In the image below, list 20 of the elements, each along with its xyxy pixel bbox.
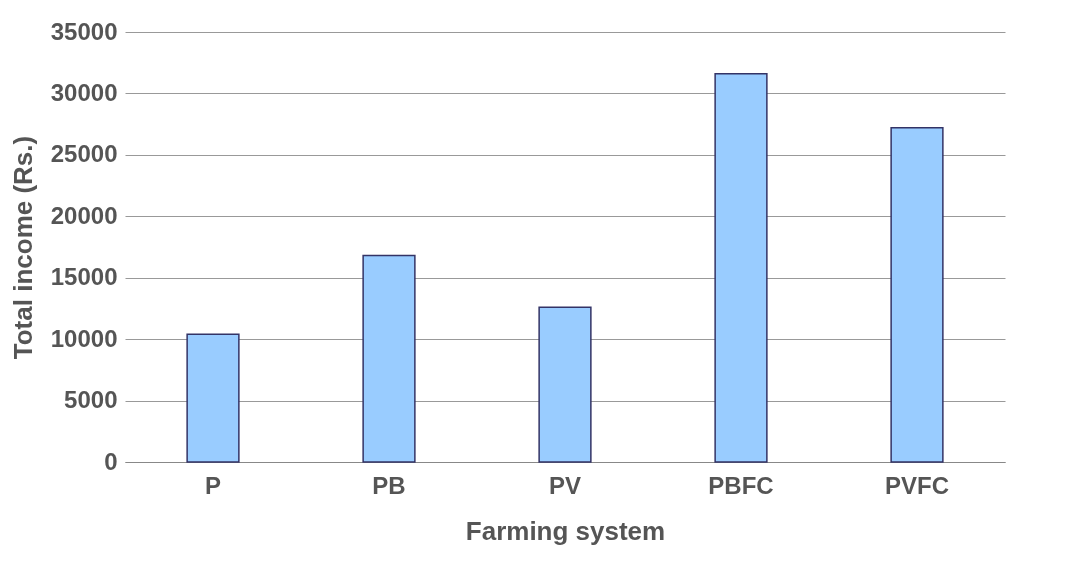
bar (186, 333, 240, 463)
x-tick-label: PBFC (708, 471, 774, 499)
x-tick-label: PV (548, 471, 582, 499)
x-tick-label: PVFC (884, 471, 950, 499)
bar (890, 127, 944, 463)
x-axis-title: Farming system (465, 515, 666, 546)
y-tick-label: 0 (104, 447, 118, 475)
y-axis-title: Total income (Rs.) (7, 135, 38, 360)
x-tick-label: P (204, 471, 222, 499)
y-tick-label: 25000 (50, 140, 118, 168)
y-tick-label: 35000 (50, 17, 118, 45)
y-tick-label: 15000 (50, 263, 118, 291)
y-tick-label: 10000 (50, 324, 118, 352)
y-tick-label: 5000 (64, 386, 118, 414)
y-tick-label: 30000 (50, 78, 118, 106)
bar (538, 306, 592, 463)
bar (714, 73, 768, 463)
bar (362, 254, 416, 463)
y-tick-label: 20000 (50, 201, 118, 229)
x-tick-label: PB (372, 471, 406, 499)
